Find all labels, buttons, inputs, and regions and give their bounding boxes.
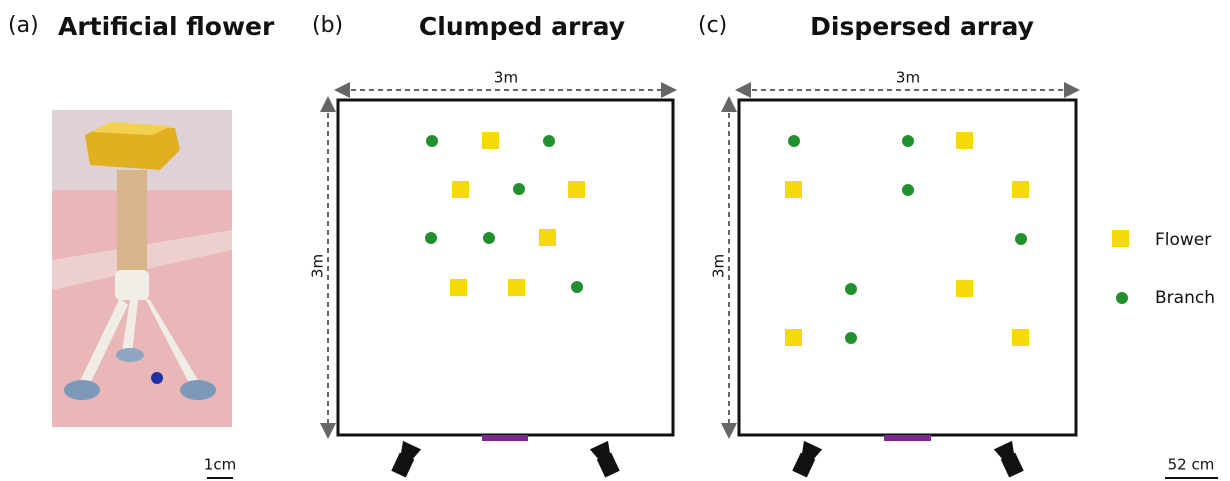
width-label: 3m bbox=[494, 69, 518, 87]
legend-label: Branch bbox=[1155, 288, 1215, 308]
legend-swatch bbox=[1112, 230, 1129, 247]
scale-label: 1cm bbox=[204, 456, 236, 474]
panel-title: Artificial flower bbox=[58, 12, 275, 41]
width-label: 3m bbox=[896, 69, 920, 87]
legend-label: Flower bbox=[1155, 230, 1211, 250]
entrance bbox=[482, 435, 528, 441]
camera bbox=[994, 441, 1026, 478]
arena bbox=[338, 100, 673, 435]
camera bbox=[389, 441, 421, 478]
legend-swatch bbox=[1116, 292, 1128, 304]
panel-tag: (a) bbox=[8, 13, 39, 38]
height-label: 3m bbox=[710, 254, 728, 278]
panel-tag: (b) bbox=[312, 13, 343, 38]
figure: (a) Artificial flower 1cm (b) Clumped ar… bbox=[0, 0, 1230, 481]
camera bbox=[590, 441, 622, 478]
panel-tag: (c) bbox=[698, 13, 727, 38]
panel-title: Dispersed array bbox=[810, 12, 1034, 41]
flower-photo bbox=[52, 110, 232, 427]
arena bbox=[739, 100, 1076, 435]
scale-label: 52 cm bbox=[1168, 456, 1215, 474]
entrance bbox=[884, 435, 931, 441]
height-label: 3m bbox=[309, 254, 327, 278]
panel-title: Clumped array bbox=[419, 12, 625, 41]
camera bbox=[790, 441, 822, 478]
